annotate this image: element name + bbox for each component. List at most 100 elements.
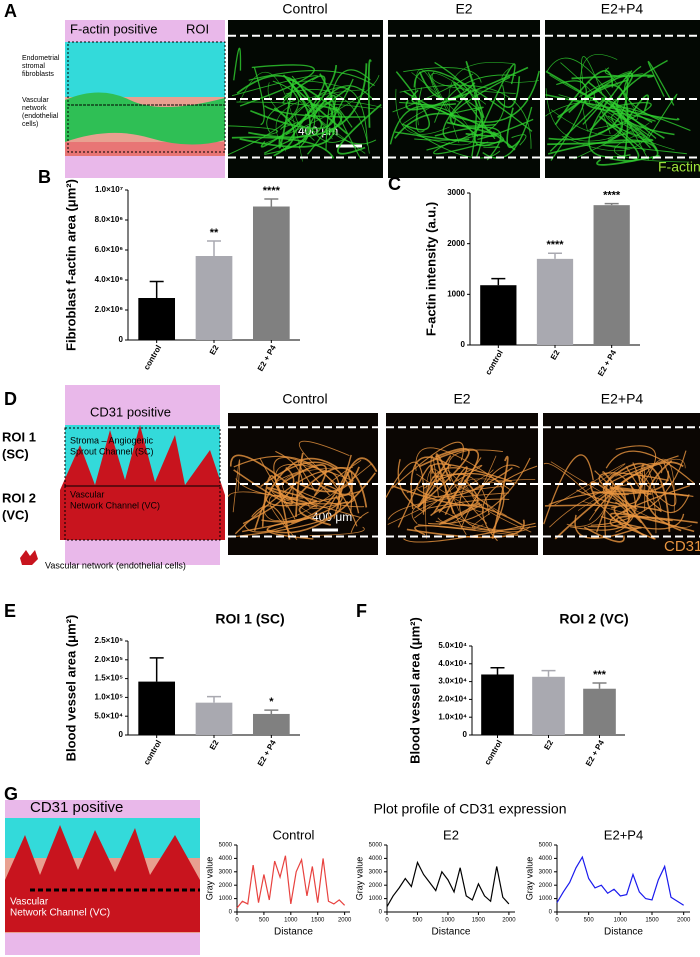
cell-label: fibroblasts	[22, 71, 54, 78]
significance: **	[210, 227, 219, 239]
texture	[295, 467, 368, 508]
image-title: E2	[453, 391, 470, 407]
texture	[426, 95, 484, 151]
texture	[260, 86, 351, 148]
y-tick-label: 1000	[369, 896, 383, 902]
texture	[253, 457, 338, 531]
texture	[263, 134, 308, 154]
texture	[227, 80, 299, 156]
y-tick-label: 8.0×10⁶	[95, 215, 124, 224]
texture	[275, 450, 304, 486]
texture	[602, 471, 655, 540]
texture	[318, 100, 383, 140]
channel-label: Network Channel (VC)	[10, 908, 110, 919]
bar	[481, 674, 514, 735]
texture	[291, 486, 365, 508]
x-tick-label: 2000	[502, 918, 516, 924]
x-tick-label: 1000	[284, 918, 298, 924]
texture	[325, 69, 371, 151]
texture	[242, 517, 310, 533]
panel-label: B	[38, 167, 51, 187]
legend-label: Vascular network (endothelial cells)	[45, 560, 186, 570]
x-tick-label: E2 + P4	[256, 738, 278, 768]
y-tick-label: 3000	[219, 869, 233, 875]
texture	[574, 514, 641, 539]
profile-line	[236, 855, 346, 909]
texture	[491, 455, 509, 539]
schematic-g	[5, 800, 200, 955]
texture	[547, 139, 658, 155]
x-tick-label: 500	[412, 918, 423, 924]
y-tick-label: 5.0×10⁴	[438, 641, 467, 650]
texture	[431, 71, 516, 94]
texture	[310, 104, 343, 136]
cell-label: Endometrial	[22, 55, 60, 62]
texture	[264, 75, 316, 155]
y-tick-label: 1.0×10⁴	[438, 712, 467, 721]
texture	[239, 71, 303, 162]
texture	[410, 456, 452, 510]
chart-title: E2	[443, 827, 459, 842]
channel-label: Vascular	[10, 897, 49, 908]
error-bar	[207, 695, 221, 703]
texture	[399, 101, 456, 126]
x-tick-label: E2	[208, 343, 221, 356]
texture	[481, 63, 516, 128]
y-tick-label: 1000	[219, 896, 233, 902]
image-title: E2+P4	[601, 1, 644, 17]
x-tick-label: 2000	[338, 918, 352, 924]
y-tick-label: 1.0×10⁷	[95, 185, 123, 194]
x-tick-label: 1500	[645, 918, 659, 924]
y-axis-label: Blood vessel area (μm²)	[407, 617, 422, 764]
x-tick-label: 0	[385, 918, 389, 924]
texture	[248, 70, 375, 87]
bar	[480, 285, 517, 345]
texture	[284, 493, 355, 505]
x-tick-label: control	[142, 739, 163, 767]
texture	[280, 74, 311, 151]
texture	[434, 61, 484, 158]
texture	[261, 454, 352, 523]
cell-label: cells)	[22, 121, 38, 128]
texture	[291, 80, 366, 154]
texture	[423, 473, 490, 516]
texture	[545, 70, 659, 160]
texture	[295, 466, 360, 493]
texture	[472, 513, 491, 528]
significance: ****	[603, 190, 621, 202]
texture	[647, 61, 675, 106]
texture	[596, 154, 660, 166]
stain-label: CD31	[664, 538, 700, 555]
texture	[623, 65, 660, 121]
y-tick-label: 5000	[369, 843, 383, 849]
y-tick-label: 1000	[539, 896, 553, 902]
texture	[267, 82, 316, 133]
y-tick-label: 3000	[447, 188, 465, 197]
x-tick-label: E2	[549, 348, 562, 361]
texture	[544, 504, 618, 509]
texture	[275, 464, 327, 497]
texture	[616, 106, 691, 137]
panel-label: A	[4, 1, 17, 21]
error-bar	[149, 280, 164, 298]
texture	[424, 467, 461, 512]
error-bar	[490, 666, 505, 675]
texture	[395, 71, 430, 131]
y-axis-label: Gray value	[354, 857, 364, 901]
texture	[431, 463, 512, 485]
texture	[648, 93, 678, 139]
y-tick-label: 2000	[447, 239, 465, 248]
x-tick-label: 500	[259, 918, 270, 924]
texture	[549, 62, 596, 99]
x-tick-label: E2 + P4	[256, 343, 278, 373]
y-tick-label: 4000	[219, 856, 233, 862]
x-tick-label: control	[142, 344, 163, 372]
significance: ****	[546, 239, 564, 251]
texture	[548, 490, 694, 506]
texture	[482, 106, 533, 159]
x-tick-label: 1500	[472, 918, 486, 924]
texture	[588, 70, 633, 158]
texture	[545, 94, 680, 121]
x-tick-label: 2000	[677, 918, 691, 924]
texture	[305, 85, 375, 133]
